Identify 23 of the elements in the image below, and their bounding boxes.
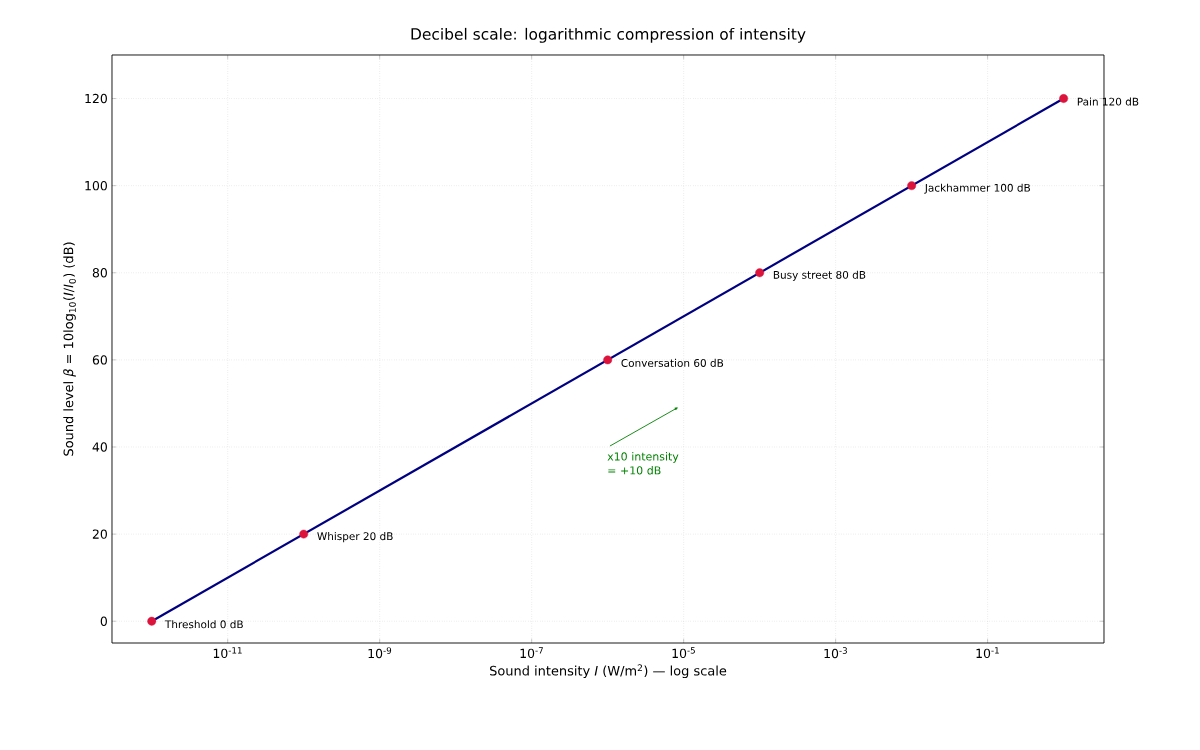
y-tick-label: 120 <box>85 93 107 104</box>
data-label: Pain 120 dB <box>1077 97 1139 106</box>
data-label: Busy street 80 dB <box>773 270 866 281</box>
text: Sound level β = 10log$_{10}$(I/I$_{0}$) (dB) <box>63 242 76 456</box>
y-tick-label: 100 <box>85 180 107 191</box>
y-tick-label: 0 <box>100 616 107 626</box>
x-tick-label: 10$^{-1}$ <box>976 647 999 659</box>
annotation: x10 intensity = +10 dB <box>607 452 679 475</box>
x-tick-label: 10$^{-3}$ <box>824 647 847 659</box>
x-tick-label: 10$^{-5}$ <box>672 647 695 659</box>
data-label: Conversation 60 dB <box>621 358 724 367</box>
y-tick-label: 80 <box>92 268 107 278</box>
x-tick-label: 10$^{-7}$ <box>520 647 543 659</box>
data-label: Threshold 0 dB <box>164 620 243 629</box>
y-tick-label: 60 <box>92 355 107 365</box>
data-label: Jackhammer 100 dB <box>924 183 1030 194</box>
data-label: Whisper 20 dB <box>317 532 393 543</box>
x-tick-label: 10$^{-11}$ <box>213 647 242 659</box>
y-tick-label: 40 <box>92 442 107 452</box>
chart-title: Decibel scale: logarithmic compression of intensity <box>411 27 806 43</box>
x-axis-title: Sound intensity I (W/m$^{2}$) — log scale <box>490 664 727 679</box>
x-tick-label: 10$^{-9}$ <box>368 647 392 659</box>
y-tick-label: 20 <box>92 529 107 539</box>
